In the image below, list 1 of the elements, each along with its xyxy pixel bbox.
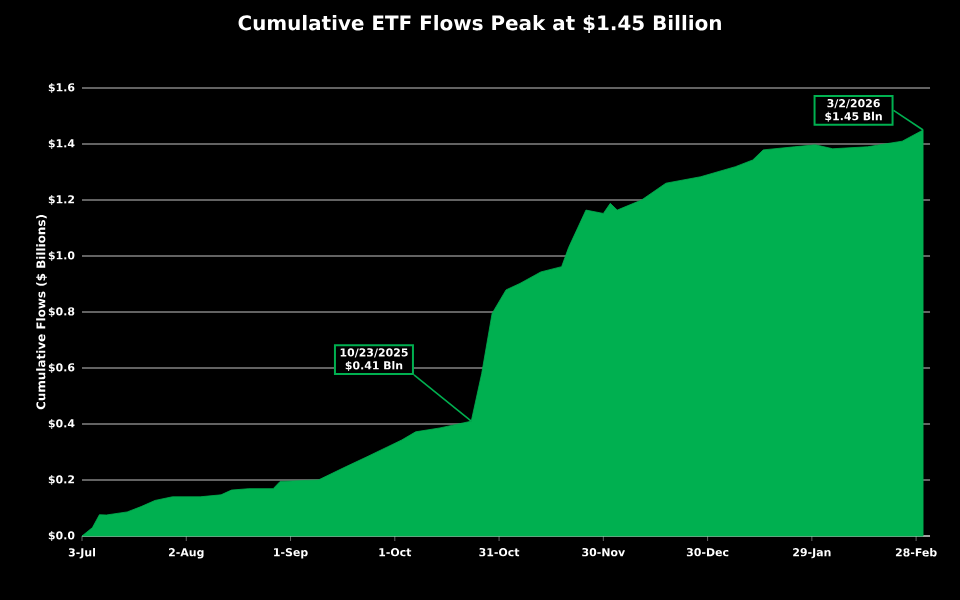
chart-title: Cumulative ETF Flows Peak at $1.45 Billion (238, 14, 721, 34)
